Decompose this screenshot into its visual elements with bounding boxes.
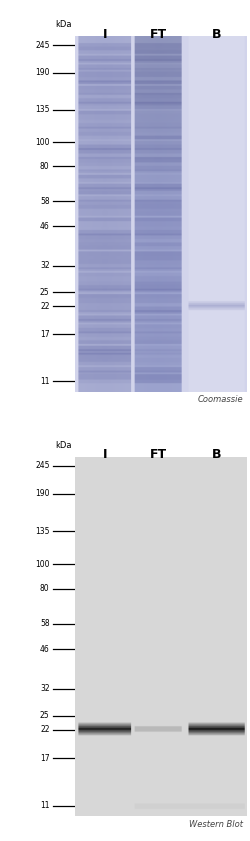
Text: I: I	[103, 28, 107, 40]
Text: 32: 32	[40, 685, 50, 693]
Text: FT: FT	[150, 448, 167, 462]
Text: 25: 25	[40, 288, 50, 297]
Text: I: I	[103, 448, 107, 462]
Text: B: B	[212, 28, 221, 40]
Text: 17: 17	[40, 754, 50, 763]
Text: 11: 11	[40, 801, 50, 811]
Text: 190: 190	[35, 489, 50, 498]
Text: 46: 46	[40, 645, 50, 653]
Text: Western Blot: Western Blot	[189, 820, 243, 829]
Text: 135: 135	[35, 105, 50, 114]
Text: 22: 22	[40, 726, 50, 734]
Text: 46: 46	[40, 222, 50, 230]
Text: 100: 100	[35, 138, 50, 146]
Text: kDa: kDa	[55, 442, 72, 450]
Text: Coomassie: Coomassie	[198, 395, 243, 405]
Text: 245: 245	[35, 462, 50, 470]
Text: 25: 25	[40, 711, 50, 721]
Text: 80: 80	[40, 584, 50, 593]
Text: 58: 58	[40, 619, 50, 628]
Text: 32: 32	[40, 262, 50, 270]
Text: kDa: kDa	[55, 20, 72, 29]
Text: 135: 135	[35, 526, 50, 536]
Text: 11: 11	[40, 377, 50, 386]
Text: 245: 245	[35, 40, 50, 50]
Text: FT: FT	[150, 28, 167, 40]
Text: 80: 80	[40, 161, 50, 171]
Text: B: B	[212, 448, 221, 462]
Text: 58: 58	[40, 197, 50, 206]
Text: 100: 100	[35, 559, 50, 569]
Text: 17: 17	[40, 330, 50, 339]
Text: 22: 22	[40, 302, 50, 311]
Text: 190: 190	[35, 68, 50, 77]
